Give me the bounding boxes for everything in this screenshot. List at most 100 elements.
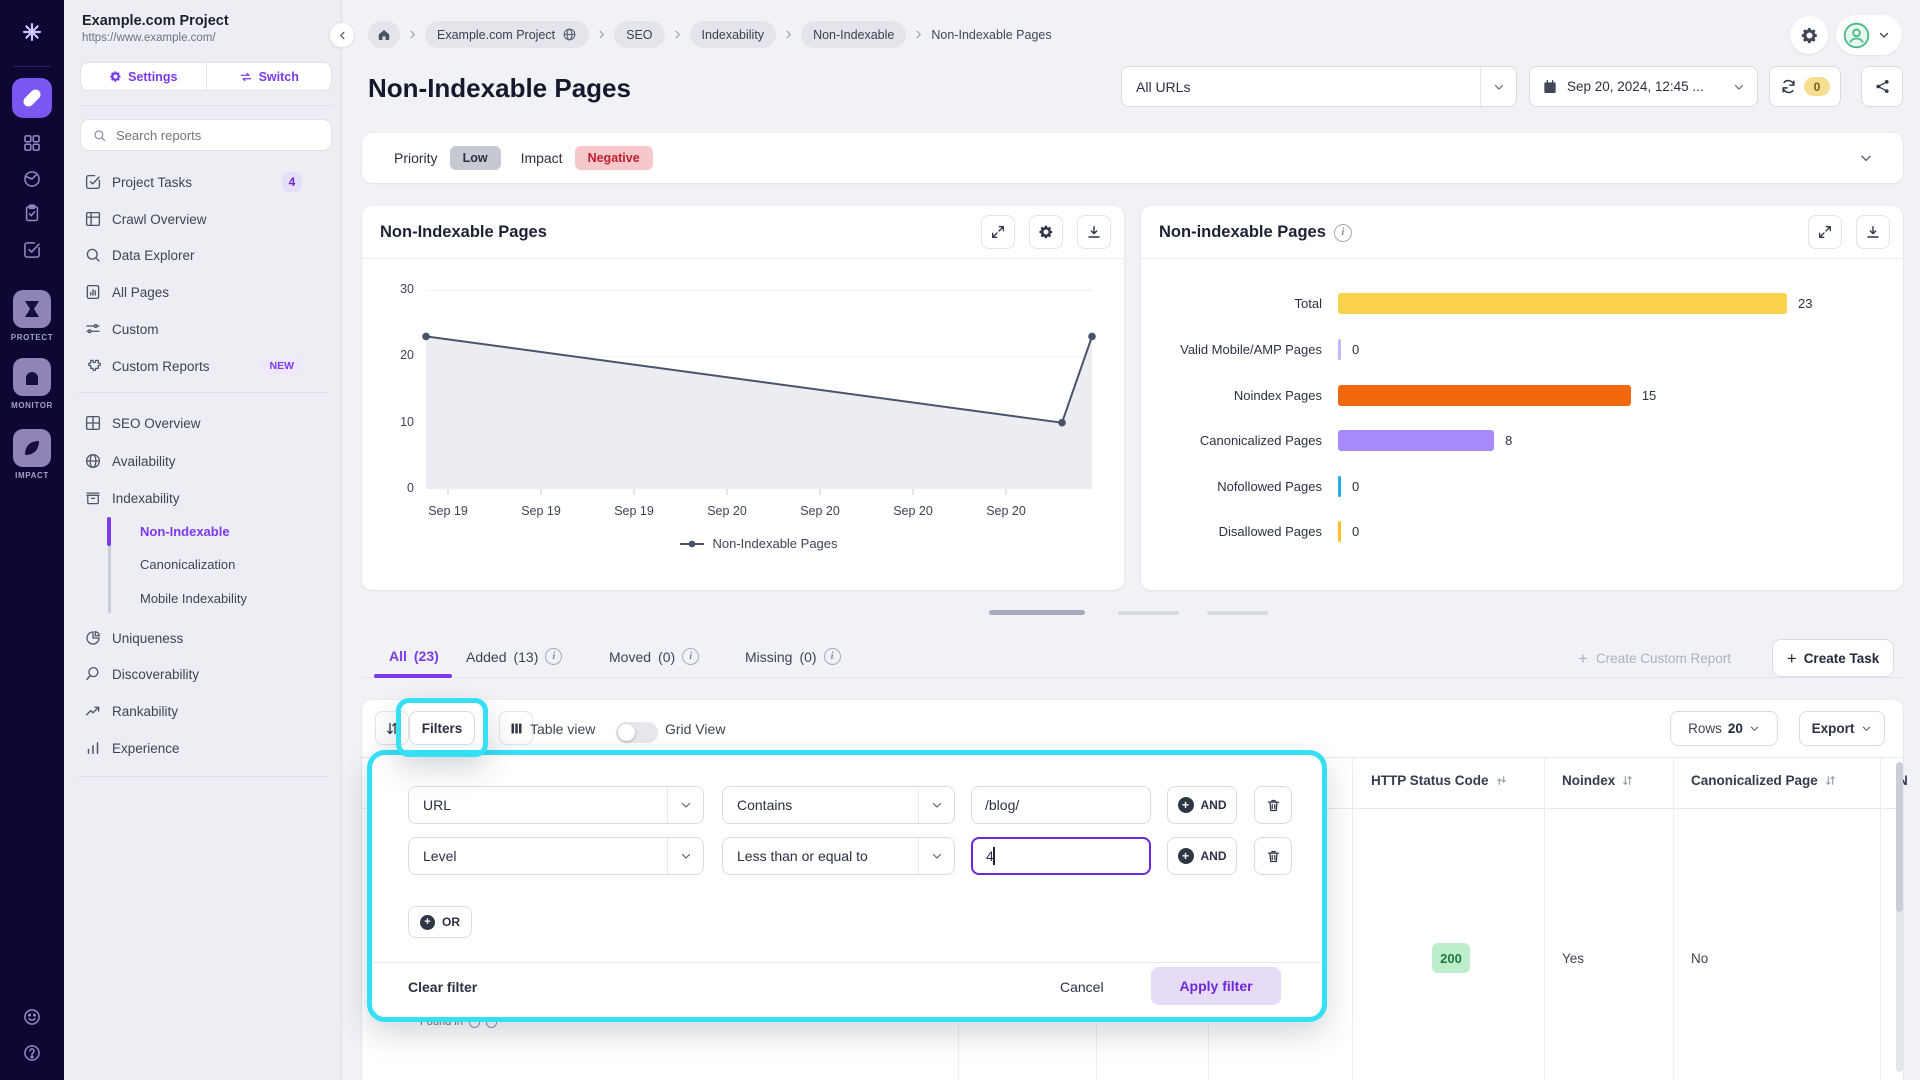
tab-all[interactable]: All(23): [389, 648, 439, 664]
tab-moved[interactable]: Moved(0) i: [609, 648, 699, 665]
sidebar-collapse-button[interactable]: [329, 22, 355, 48]
feedback-smiley-icon[interactable]: [22, 1007, 42, 1027]
columns-button[interactable]: [499, 711, 533, 745]
info-icon[interactable]: i: [682, 648, 699, 665]
table-scrollbar[interactable]: [1896, 762, 1903, 1072]
export-label: Export: [1812, 721, 1855, 736]
view-toggle[interactable]: [616, 722, 658, 743]
hbar-row: Nofollowed Pages 0: [1141, 475, 1903, 499]
chevron-down-icon: [931, 799, 943, 811]
download-chart-button[interactable]: [1856, 215, 1890, 249]
sidebar-item-discoverability[interactable]: Discoverability: [78, 659, 328, 689]
sidebar-item-all-pages[interactable]: All Pages: [78, 277, 328, 307]
sidebar-item-custom-reports[interactable]: Custom Reports NEW: [78, 351, 328, 381]
breadcrumb-seo[interactable]: SEO: [614, 21, 664, 48]
sidebar-item-seo-overview[interactable]: SEO Overview: [78, 408, 328, 438]
add-or-condition-button[interactable]: + OR: [408, 906, 472, 938]
download-chart-button[interactable]: [1077, 215, 1111, 249]
share-button[interactable]: [1861, 66, 1903, 107]
chart-settings-button[interactable]: [1029, 215, 1063, 249]
info-icon[interactable]: i: [545, 648, 562, 665]
project-settings-button[interactable]: Settings: [81, 63, 206, 90]
refresh-button[interactable]: 0: [1769, 66, 1841, 107]
filter-value-input[interactable]: [971, 786, 1151, 824]
create-task-button[interactable]: +Create Task: [1772, 639, 1894, 677]
add-and-condition-button[interactable]: + AND: [1167, 837, 1237, 875]
bar[interactable]: [1338, 476, 1341, 497]
chart-legend[interactable]: Non-Indexable Pages: [426, 536, 1092, 551]
column-header-http-status[interactable]: HTTP Status Code: [1371, 773, 1508, 788]
filter-field-select[interactable]: URL: [408, 786, 704, 824]
monitor-app-icon[interactable]: [13, 358, 51, 396]
column-header-noindex[interactable]: Noindex: [1562, 773, 1634, 788]
crumb-label: SEO: [626, 28, 652, 42]
bar-value: 0: [1352, 479, 1359, 494]
bar[interactable]: [1338, 339, 1341, 360]
sidebar-item-project-tasks[interactable]: Project Tasks 4: [78, 167, 328, 197]
url-scope-select[interactable]: All URLs: [1121, 66, 1517, 107]
bar[interactable]: [1338, 521, 1341, 542]
expand-chart-button[interactable]: [981, 215, 1015, 249]
task-check-icon[interactable]: [22, 240, 42, 260]
protect-app-icon[interactable]: [13, 290, 51, 328]
filters-button[interactable]: Filters: [409, 711, 475, 745]
filter-operator-select[interactable]: Less than or equal to: [722, 837, 955, 875]
add-and-condition-button[interactable]: + AND: [1167, 786, 1237, 824]
bar[interactable]: [1338, 385, 1631, 406]
sidebar-item-uniqueness[interactable]: Uniqueness: [78, 623, 328, 653]
cancel-button[interactable]: Cancel: [1060, 979, 1104, 995]
help-icon[interactable]: [22, 1043, 42, 1063]
account-menu[interactable]: [1836, 15, 1902, 55]
impact-app-icon[interactable]: [13, 429, 51, 467]
carousel-indicator[interactable]: [1118, 611, 1179, 615]
breadcrumb-indexability[interactable]: Indexability: [690, 21, 777, 48]
clear-filter-button[interactable]: Clear filter: [408, 979, 477, 995]
lumar-logo-icon[interactable]: [22, 22, 42, 42]
date-picker[interactable]: Sep 20, 2024, 12:45 ...: [1529, 66, 1758, 107]
expand-chart-button[interactable]: [1808, 215, 1842, 249]
sidebar-item-experience[interactable]: Experience: [78, 733, 328, 763]
tab-missing[interactable]: Missing(0) i: [745, 648, 841, 665]
filter-value-input-focused[interactable]: [971, 837, 1151, 875]
sidebar-item-rankability[interactable]: Rankability: [78, 696, 328, 726]
sidebar-item-canonicalization[interactable]: Canonicalization: [140, 557, 235, 572]
search-input[interactable]: [116, 128, 316, 143]
analyze-app-icon[interactable]: [12, 78, 52, 118]
breadcrumb-home[interactable]: [368, 21, 400, 48]
clipboard-icon[interactable]: [22, 203, 42, 223]
tab-added[interactable]: Added(13) i: [466, 648, 562, 665]
info-icon[interactable]: i: [824, 648, 841, 665]
sidebar-item-indexability[interactable]: Indexability: [78, 483, 328, 513]
create-custom-report-button[interactable]: +Create Custom Report: [1578, 650, 1731, 667]
delete-filter-row-button[interactable]: [1254, 786, 1292, 824]
settings-button[interactable]: [1790, 16, 1828, 54]
breadcrumb-project[interactable]: Example.com Project: [425, 21, 589, 48]
rows-per-page-select[interactable]: Rows 20: [1670, 711, 1778, 746]
tab-label: All: [389, 648, 407, 664]
carousel-indicator-active[interactable]: [989, 610, 1085, 615]
bar[interactable]: [1338, 293, 1787, 314]
sidebar-item-mobile-indexability[interactable]: Mobile Indexability: [140, 591, 247, 606]
column-header-canonicalized-page[interactable]: Canonicalized Page: [1691, 773, 1837, 788]
filter-field-select[interactable]: Level: [408, 837, 704, 875]
delete-filter-row-button[interactable]: [1254, 837, 1292, 875]
export-button[interactable]: Export: [1799, 711, 1885, 746]
sidebar-item-crawl-overview[interactable]: Crawl Overview: [78, 204, 328, 234]
apps-grid-icon[interactable]: [22, 133, 42, 153]
gauge-icon[interactable]: [22, 169, 42, 189]
tab-label: Missing: [745, 649, 792, 665]
breadcrumb-non-indexable[interactable]: Non-Indexable: [801, 21, 906, 48]
sidebar-item-availability[interactable]: Availability: [78, 446, 328, 476]
project-switch-button[interactable]: Switch: [207, 63, 332, 90]
filter-operator-select[interactable]: Contains: [722, 786, 955, 824]
sidebar-item-non-indexable[interactable]: Non-Indexable: [140, 524, 230, 539]
expand-meta-chevron-icon[interactable]: [1859, 151, 1873, 165]
sidebar-item-data-explorer[interactable]: Data Explorer: [78, 240, 328, 270]
bar[interactable]: [1338, 430, 1494, 451]
sidebar-item-custom[interactable]: Custom: [78, 314, 328, 344]
info-icon[interactable]: i: [1334, 224, 1352, 242]
calendar-icon: [1542, 79, 1558, 95]
carousel-indicator[interactable]: [1207, 611, 1268, 615]
rows-label: Rows: [1688, 721, 1722, 736]
apply-filter-button[interactable]: Apply filter: [1151, 967, 1281, 1005]
